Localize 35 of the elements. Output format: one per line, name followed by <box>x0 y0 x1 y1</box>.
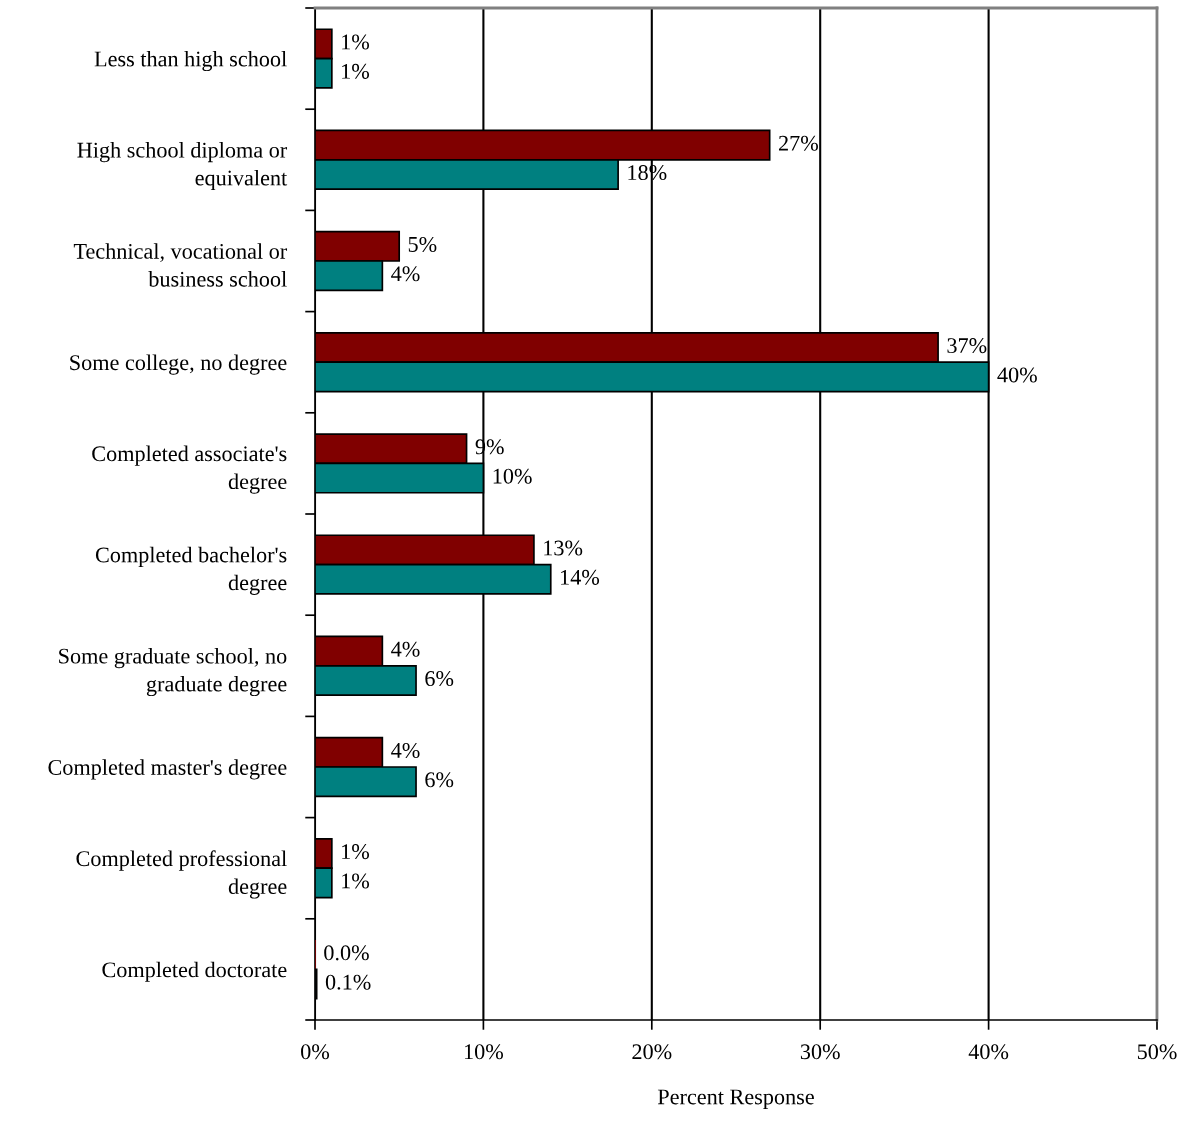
x-tick-label: 10% <box>464 1044 504 1060</box>
x-tick-label: 50% <box>1137 1044 1177 1060</box>
y-tick-label: Less than high school <box>94 50 287 72</box>
data-label: 4% <box>391 266 420 282</box>
data-label: 10% <box>493 468 532 484</box>
data-label: 5% <box>408 236 437 252</box>
data-label: 1% <box>342 63 370 79</box>
data-label: 6% <box>425 671 454 687</box>
y-tick-label: Some college, no degree <box>70 354 287 375</box>
data-label: 1% <box>342 873 370 889</box>
data-label: 4% <box>391 742 420 758</box>
data-label: 13% <box>544 540 583 556</box>
y-tick-label: Some graduate school, no graduate degree <box>59 647 287 697</box>
y-tick-label: Completed professional degree <box>76 850 287 899</box>
y-tick-label: High school diploma or equivalent <box>77 141 288 191</box>
data-label: 6% <box>425 772 454 788</box>
data-label: 4% <box>391 641 420 657</box>
data-label: 14% <box>561 569 600 585</box>
data-label: 1% <box>342 34 370 50</box>
data-label: 27% <box>778 135 818 151</box>
y-tick-label: Completed associate's degree <box>92 445 287 494</box>
y-tick-label: Technical, vocational or business school <box>73 243 288 287</box>
x-axis-title: Percent Response <box>657 1089 814 1109</box>
data-label: 0.0% <box>324 945 369 961</box>
y-tick-label: Completed doctorate <box>102 961 287 982</box>
x-tick-label: 40% <box>968 1044 1009 1060</box>
y-tick-label: Completed master's degree <box>48 759 287 780</box>
data-label: 1% <box>342 844 370 860</box>
data-label: 40% <box>997 367 1037 383</box>
x-tick-label: 0% <box>301 1044 330 1060</box>
x-tick-label: 30% <box>800 1044 840 1060</box>
x-tick-label: 20% <box>632 1044 672 1060</box>
y-tick-label: Completed bachelor's degree <box>95 546 287 595</box>
data-label: 37% <box>947 338 987 354</box>
data-label: 0.1% <box>325 974 371 990</box>
